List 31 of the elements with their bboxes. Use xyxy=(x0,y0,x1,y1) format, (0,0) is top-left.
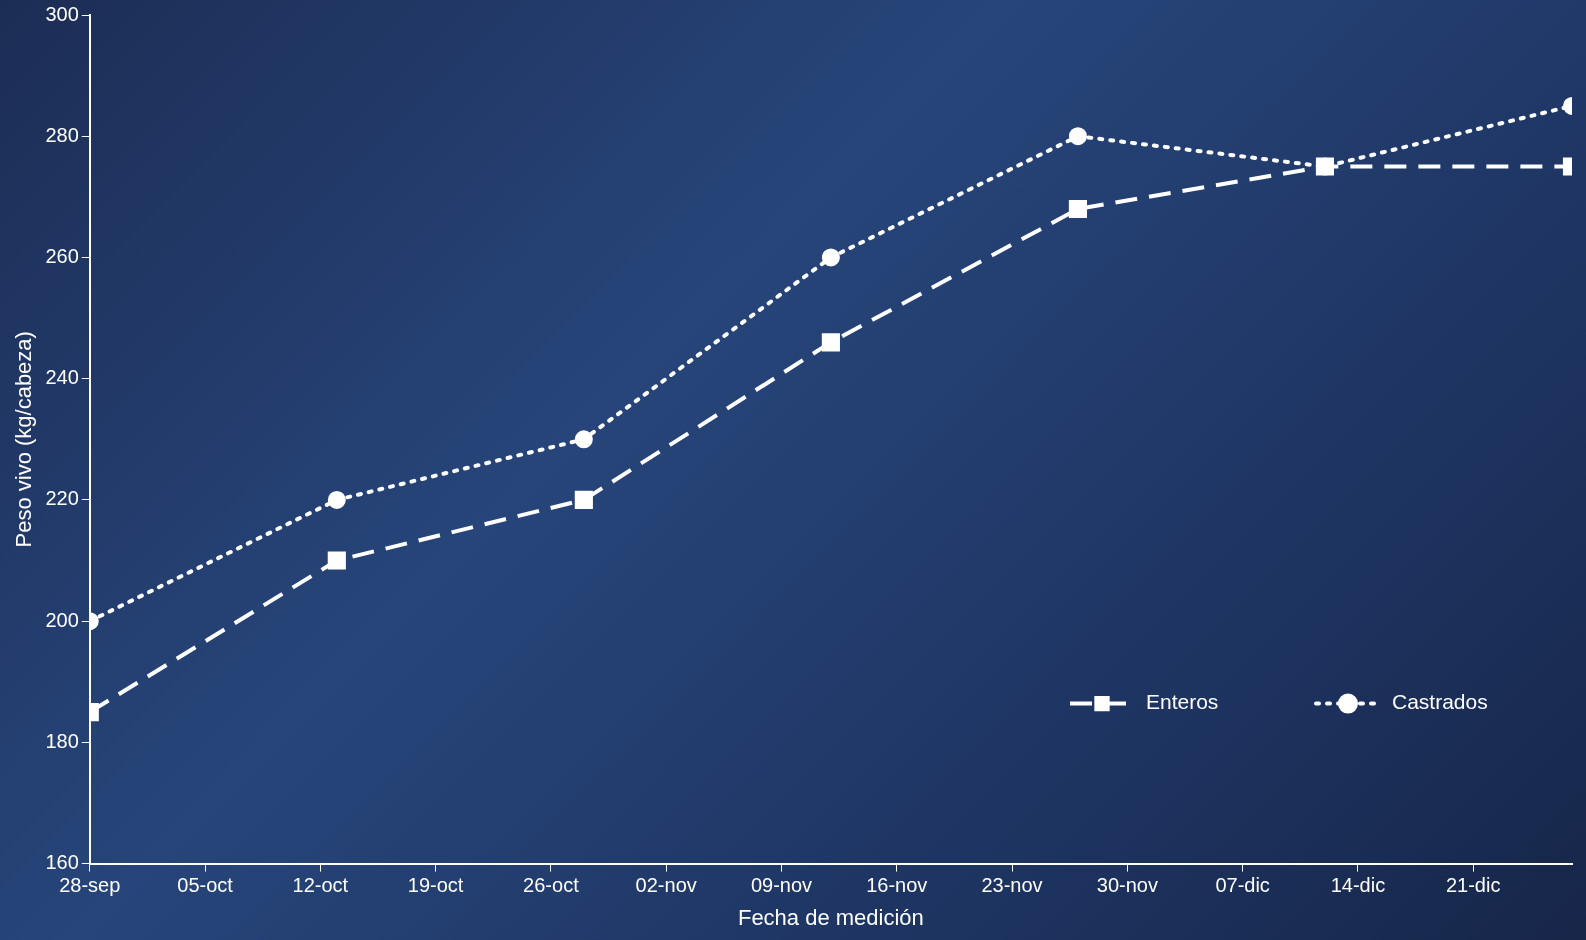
x-tick-label: 02-nov xyxy=(635,874,697,897)
x-tick-label: 26-oct xyxy=(523,874,580,897)
point xyxy=(1068,127,1087,146)
point xyxy=(574,490,593,509)
x-tick-label: 07-dic xyxy=(1215,874,1270,897)
x-tick-label: 05-oct xyxy=(177,874,234,897)
point xyxy=(821,333,840,352)
y-tick-label: 160 xyxy=(45,851,79,874)
y-tick-label: 180 xyxy=(45,729,79,752)
x-tick-label: 19-oct xyxy=(407,874,464,897)
point xyxy=(574,430,593,449)
x-tick-label: 09-nov xyxy=(750,874,813,897)
x-tick-label: 16-nov xyxy=(866,874,928,897)
legend-label: Enteros xyxy=(1146,690,1219,714)
x-axis-title: Fecha de medición xyxy=(737,904,924,930)
legend-label: Castrados xyxy=(1392,690,1488,714)
x-tick-label: 28-sep xyxy=(59,874,121,897)
y-axis-title: Peso vivo (kg/cabeza) xyxy=(11,331,37,548)
y-tick-label: 280 xyxy=(45,123,79,146)
point xyxy=(1068,199,1087,219)
x-tick-label: 23-nov xyxy=(981,874,1043,897)
y-tick-label: 220 xyxy=(45,487,79,510)
y-tick-label: 260 xyxy=(45,244,79,267)
y-tick-label: 300 xyxy=(45,2,79,25)
y-tick-label: 240 xyxy=(45,366,79,389)
point xyxy=(821,248,840,267)
x-tick-label: 30-nov xyxy=(1096,874,1158,897)
x-tick-label: 14-dic xyxy=(1330,874,1386,897)
y-tick-label: 200 xyxy=(45,608,79,631)
x-tick-label: 12-oct xyxy=(292,874,349,897)
x-tick-label: 21-dic xyxy=(1445,874,1501,897)
